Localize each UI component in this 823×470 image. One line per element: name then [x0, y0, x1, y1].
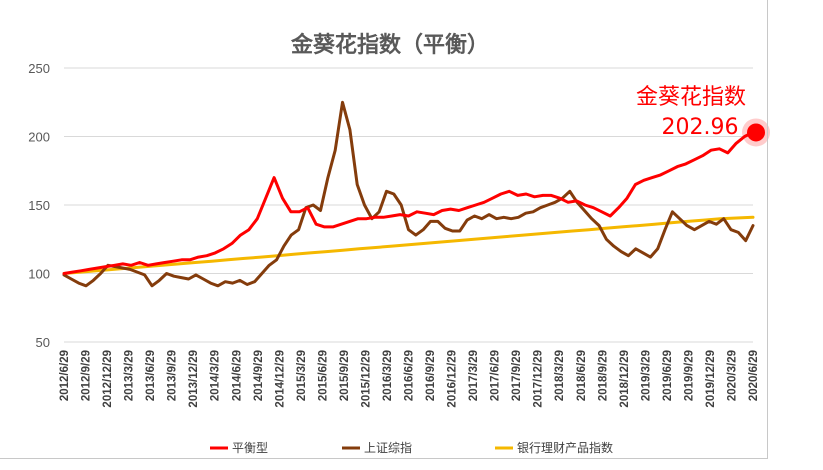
x-tick-label: 2013/3/29 [124, 350, 136, 401]
x-tick-label: 2019/6/29 [662, 350, 674, 401]
legend-label: 上证综指 [364, 440, 412, 455]
y-axis: 50 100 150 200 250 [28, 61, 50, 350]
x-tick-label: 2016/3/29 [382, 350, 394, 401]
x-tick-label: 2016/6/29 [404, 350, 416, 401]
x-axis: 2012/6/29 2012/9/29 2012/12/29 2013/3/29 201… [59, 350, 760, 408]
series-line [62, 215, 755, 275]
x-tick-label: 2020/3/29 [726, 350, 738, 401]
x-tick-label: 2018/6/29 [576, 350, 588, 401]
y-tick-label: 250 [28, 61, 50, 76]
annotation-name-label: 金葵花指数 [636, 85, 746, 110]
x-tick-label: 2012/12/29 [102, 350, 114, 408]
x-tick-label: 2013/9/29 [167, 350, 179, 401]
series-line [62, 130, 755, 275]
y-tick-label: 200 [28, 130, 50, 145]
x-tick-label: 2015/6/29 [317, 350, 329, 401]
x-tick-label: 2017/9/29 [511, 350, 523, 401]
x-tick-label: 2018/9/29 [597, 350, 609, 401]
x-tick-label: 2012/6/29 [59, 350, 71, 401]
x-tick-label: 2014/6/29 [231, 350, 243, 401]
chart-title: 金葵花指数（平衡） [290, 32, 489, 58]
frame-border-bottom [0, 458, 768, 459]
x-tick-label: 2019/9/29 [683, 350, 695, 401]
x-tick-label: 2018/3/29 [554, 350, 566, 401]
x-tick-label: 2014/3/29 [210, 350, 222, 401]
x-tick-label: 2015/12/29 [360, 350, 372, 408]
x-tick-label: 2019/12/29 [705, 350, 717, 408]
x-tick-label: 2017/3/29 [468, 350, 480, 401]
x-tick-label: 2012/9/29 [81, 350, 93, 401]
x-tick-label: 2013/6/29 [145, 350, 157, 401]
x-tick-label: 2019/3/29 [640, 350, 652, 401]
x-tick-label: 2013/12/29 [188, 350, 200, 408]
x-tick-label: 2020/6/29 [748, 350, 760, 401]
series-lines [62, 100, 755, 288]
frame-border-right [767, 0, 768, 458]
legend-label: 平衡型 [232, 441, 268, 455]
x-tick-label: 2015/9/29 [339, 350, 351, 401]
x-tick-label: 2014/9/29 [253, 350, 265, 401]
annotation-value-label: 202.96 [662, 115, 739, 140]
x-tick-label: 2014/12/29 [274, 350, 286, 408]
x-tick-label: 2017/6/29 [490, 350, 502, 401]
legend: 平衡型 上证综指 银行理财产品指数 [210, 440, 613, 455]
y-tick-label: 50 [36, 335, 50, 350]
x-tick-label: 2018/12/29 [619, 350, 631, 408]
y-tick-label: 100 [28, 267, 50, 282]
legend-label: 银行理财产品指数 [517, 440, 613, 455]
end-value-annotation: 金葵花指数 202.96 [636, 85, 770, 147]
x-tick-label: 2016/9/29 [425, 350, 437, 401]
y-tick-label: 150 [28, 198, 50, 213]
series-line [62, 100, 755, 288]
x-tick-label: 2017/12/29 [533, 350, 545, 408]
x-tick-label: 2016/12/29 [447, 350, 459, 408]
x-tick-label: 2015/3/29 [296, 350, 308, 401]
end-point-marker [747, 123, 765, 142]
grid-lines [64, 67, 753, 343]
